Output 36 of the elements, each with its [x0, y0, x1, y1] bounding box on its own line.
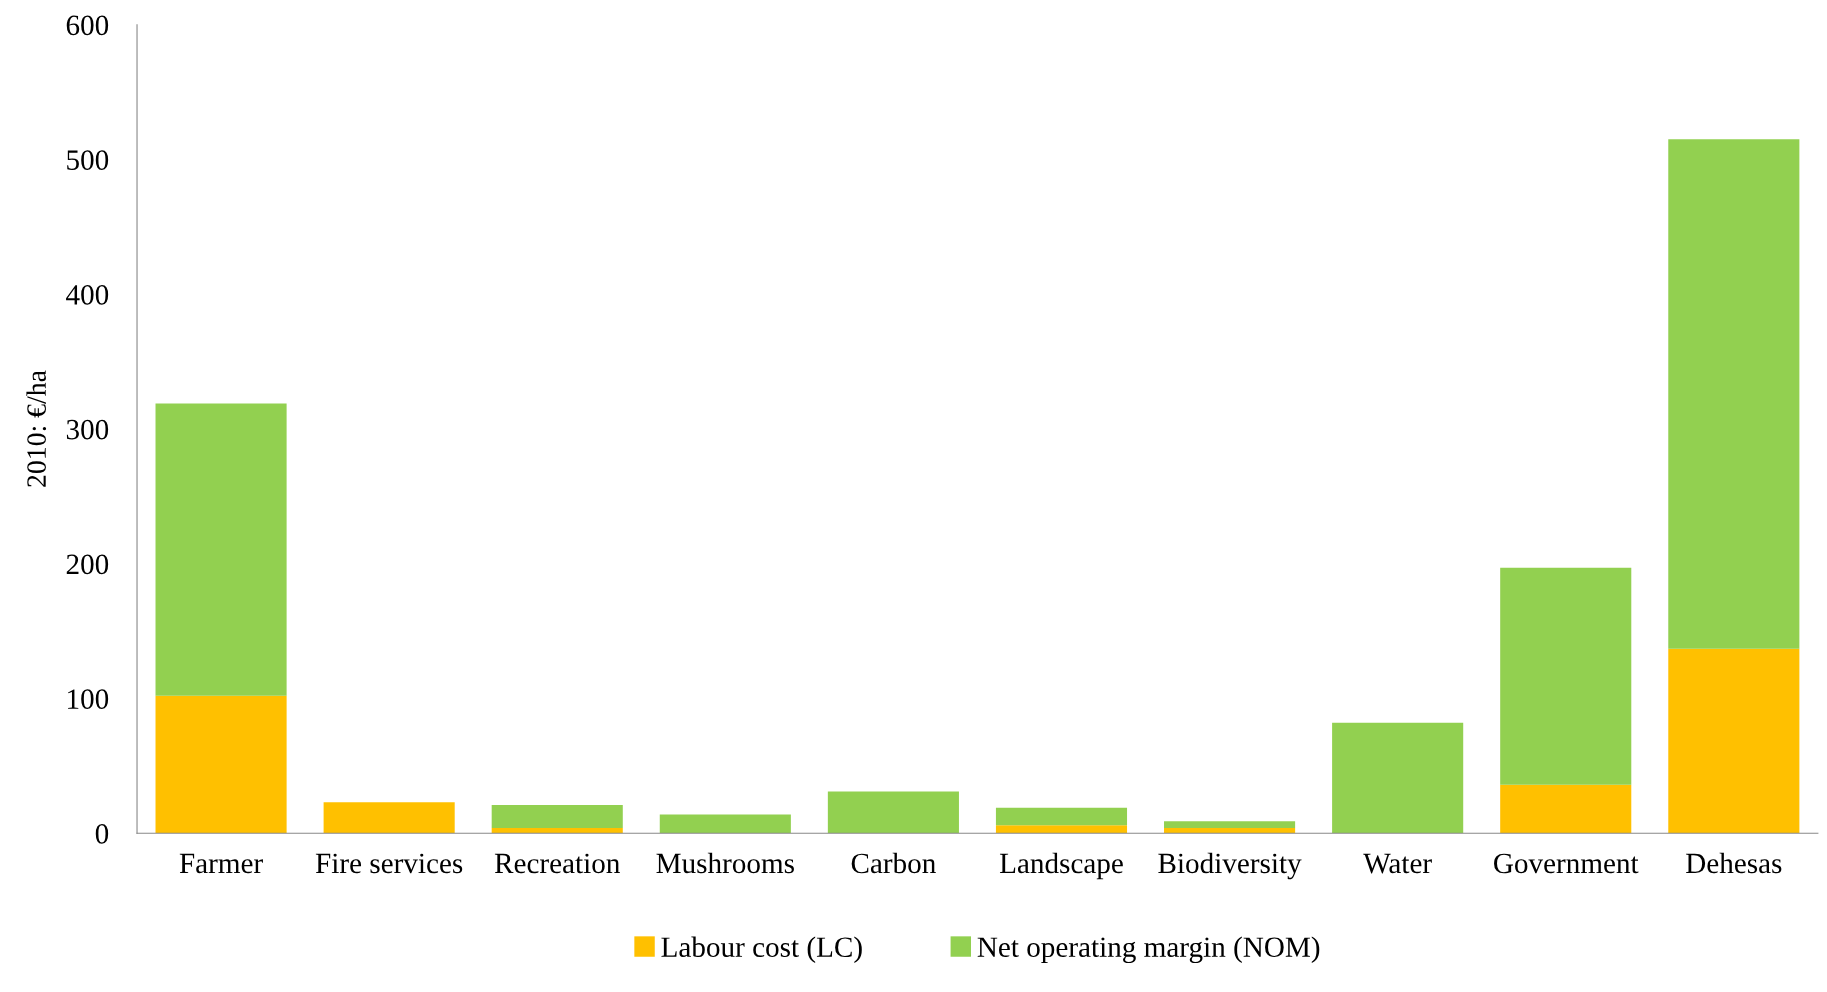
bar [1668, 648, 1800, 834]
bar [155, 695, 287, 834]
x-tick-label: Water [1363, 853, 1432, 874]
y-tick-label: 200 [66, 554, 109, 575]
x-tick-label: Landscape [999, 852, 1123, 880]
x-tick-label: Government [1494, 853, 1639, 874]
y-tick-label: 300 [66, 419, 109, 440]
bar [155, 403, 287, 696]
legend-label: Labour cost (LC) [661, 936, 862, 963]
y-tick-label: 600 [66, 15, 109, 36]
y-tick-label: 400 [66, 285, 109, 305]
bar [659, 814, 791, 834]
bar [1164, 827, 1296, 834]
x-tick-label: Carbon [851, 852, 936, 874]
bar [995, 825, 1128, 834]
bar [491, 827, 623, 834]
y-tick-label: 100 [68, 689, 109, 709]
y-axis-title: 2010: €/ha [26, 370, 47, 487]
y-tick-label: 0 [95, 824, 109, 844]
x-tick-label: Biodiversity [1158, 852, 1302, 880]
bar [1164, 821, 1296, 828]
x-tick-label: Recreation [494, 853, 620, 874]
bar [1500, 567, 1632, 785]
bar [827, 791, 959, 834]
bar [491, 804, 623, 828]
x-tick-label: Mushrooms [656, 852, 794, 874]
bar [1668, 139, 1800, 649]
x-tick-label: Farmer [179, 853, 263, 874]
bar [323, 802, 455, 834]
x-tick-label: Fire services [315, 853, 463, 874]
bar [1500, 784, 1632, 834]
y-tick-label: 500 [67, 150, 109, 170]
bar [1332, 722, 1464, 834]
bar [995, 807, 1128, 826]
x-tick-label: Dehesas [1686, 852, 1782, 874]
legend-label: Net operating margin (NOM) [977, 936, 1320, 964]
